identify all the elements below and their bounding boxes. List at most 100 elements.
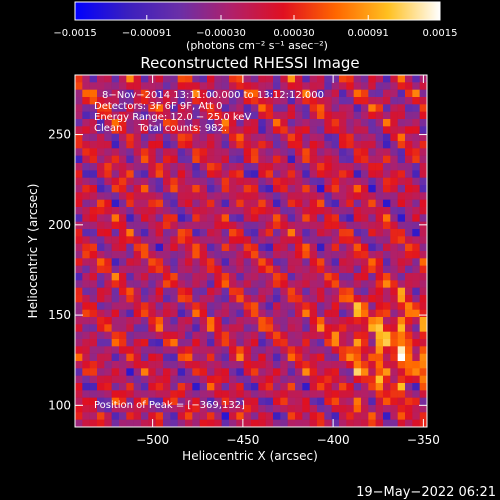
heatmap-cell [361, 287, 369, 296]
heatmap-cell [251, 89, 259, 98]
heatmap-cell [295, 361, 303, 369]
heatmap-cell [412, 119, 420, 127]
heatmap-cell [75, 229, 83, 237]
heatmap-cell [163, 126, 171, 134]
heatmap-cell [339, 155, 347, 164]
heatmap-cell [199, 368, 208, 376]
heatmap-cell [302, 141, 310, 149]
heatmap-cell [390, 192, 398, 200]
heatmap-cell [346, 141, 354, 149]
heatmap-cell [419, 89, 428, 98]
heatmap-cell [170, 207, 178, 215]
heatmap-cell [368, 346, 376, 354]
heatmap-cell [375, 229, 384, 237]
heatmap-cell [412, 287, 420, 296]
heatmap-cell [317, 199, 325, 208]
heatmap-cell [141, 82, 149, 90]
heatmap-cell [273, 221, 281, 230]
heatmap-cell [339, 75, 347, 83]
heatmap-cell [397, 353, 406, 362]
heatmap-cell [104, 243, 112, 252]
heatmap-cell [375, 104, 384, 112]
heatmap-cell [185, 375, 193, 384]
heatmap-cell [207, 207, 215, 215]
heatmap-cell [302, 375, 310, 384]
heatmap-cell [185, 353, 193, 362]
heatmap-cell [405, 148, 413, 156]
heatmap-cell [75, 207, 83, 215]
heatmap-cell [405, 273, 413, 281]
heatmap-cell [97, 104, 105, 112]
heatmap-cell [287, 89, 296, 98]
heatmap-cell [251, 273, 259, 281]
heatmap-cell [383, 353, 391, 362]
heatmap-cell [75, 148, 83, 156]
heatmap-cell [339, 331, 347, 340]
heatmap-cell [236, 119, 244, 127]
heatmap-cell [141, 177, 149, 186]
heatmap-cell [163, 339, 171, 347]
heatmap-cell [353, 295, 362, 303]
heatmap-cell [133, 287, 142, 296]
heatmap-cell [390, 221, 398, 230]
heatmap-cell [207, 111, 215, 120]
heatmap-cell [331, 287, 340, 296]
heatmap-cell [265, 148, 274, 156]
heatmap-cell [302, 339, 310, 347]
heatmap-cell [346, 302, 354, 310]
heatmap-cell [397, 75, 406, 83]
heatmap-cell [368, 177, 376, 186]
heatmap-cell [258, 331, 266, 340]
heatmap-cell [229, 192, 237, 200]
heatmap-cell [273, 141, 281, 149]
heatmap-cell [339, 207, 347, 215]
heatmap-cell [229, 339, 237, 347]
heatmap-cell [192, 295, 200, 303]
heatmap-cell [331, 273, 340, 281]
heatmap-cell [317, 221, 325, 230]
heatmap-cell [229, 236, 237, 244]
heatmap-cell [229, 199, 237, 208]
heatmap-cell [295, 353, 303, 362]
heatmap-cell [170, 405, 178, 413]
heatmap-cell [221, 390, 230, 398]
heatmap-cell [346, 419, 354, 428]
heatmap-cell [75, 383, 83, 391]
heatmap-cell [221, 412, 230, 420]
heatmap-cell [346, 339, 354, 347]
heatmap-cell [287, 287, 296, 296]
heatmap-cell [214, 89, 222, 98]
heatmap-cell [368, 185, 376, 193]
heatmap-cell [419, 412, 428, 420]
heatmap-cell [390, 214, 398, 222]
heatmap-cell [361, 89, 369, 98]
heatmap-cell [155, 75, 164, 83]
heatmap-cell [309, 82, 318, 90]
heatmap-cell [221, 185, 230, 193]
heatmap-cell [280, 251, 288, 259]
heatmap-cell [229, 331, 237, 340]
heatmap-cell [375, 177, 384, 186]
heatmap-cell [75, 155, 83, 164]
heatmap-cell [126, 89, 134, 98]
heatmap-cell [317, 324, 325, 332]
heatmap-cell [419, 229, 428, 237]
heatmap-cell [82, 419, 90, 428]
heatmap-cell [302, 185, 310, 193]
heatmap-cell [273, 126, 281, 134]
heatmap-cell [119, 251, 127, 259]
heatmap-cell [397, 390, 406, 398]
heatmap-cell [177, 119, 186, 127]
heatmap-cell [251, 353, 259, 362]
heatmap-cell [141, 89, 149, 98]
heatmap-cell [243, 390, 252, 398]
heatmap-cell [236, 97, 244, 105]
heatmap-cell [170, 287, 178, 296]
heatmap-cell [229, 133, 237, 142]
heatmap-cell [361, 243, 369, 252]
heatmap-cell [214, 155, 222, 164]
heatmap-cell [339, 258, 347, 266]
heatmap-cell [214, 207, 222, 215]
chart-title: Reconstructed RHESSI Image [140, 54, 359, 72]
heatmap-cell [104, 148, 112, 156]
